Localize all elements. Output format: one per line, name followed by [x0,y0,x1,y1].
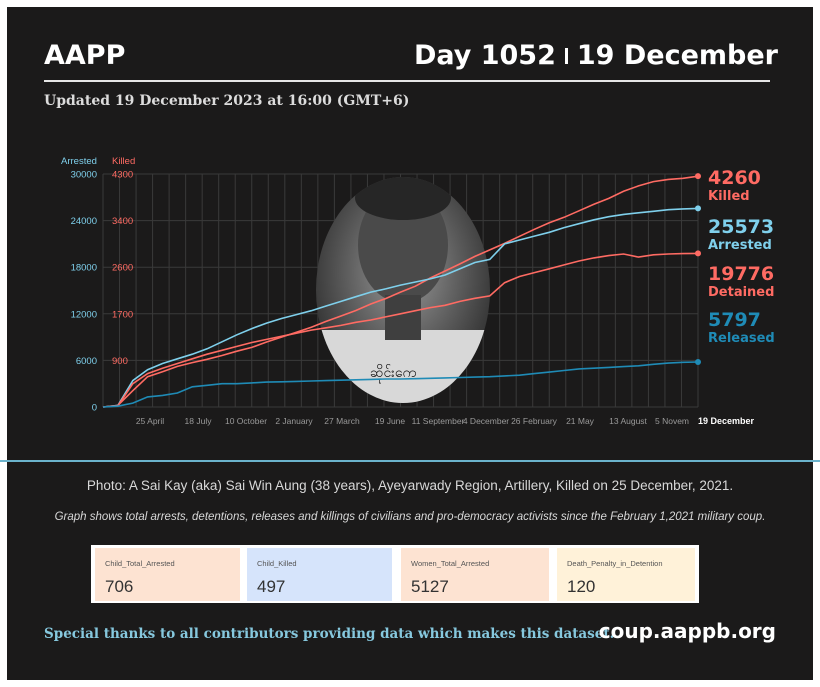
stat-card-child-killed: Child_Killed 497 [247,548,392,601]
left-axis-tick-label: 18000 [71,263,97,274]
org-title: AAPP [44,40,126,71]
x-axis-tick-label: 11 September [412,416,465,426]
series-end-value-released: 5797 [708,309,761,331]
right-axis-tick-label: 4300 [112,170,133,181]
series-end-name-released: Released [708,331,775,346]
series-endpoint-released [695,358,701,365]
x-axis-tick-label: 4 December [463,416,509,426]
stat-value: 706 [105,577,134,596]
day-count: Day 1052 [413,40,556,71]
x-axis-tick-label: 10 October [225,416,267,426]
series-endpoint-arrested [695,205,701,212]
header-divider [44,80,770,82]
victim-photo: ဆိုင်းကေ [316,177,490,403]
left-axis-title: Arrested [61,156,97,167]
thanks-note: Special thanks to all contributors provi… [44,626,615,642]
series-endpoint-detained [695,250,701,257]
day-title: Day 1052 19 December [414,40,778,71]
x-axis-tick-label: 26 February [511,416,558,426]
section-divider [0,460,820,462]
updated-timestamp: Updated 19 December 2023 at 16:00 (GMT+6… [44,93,410,109]
series-endpoint-killed [695,173,701,180]
series-end-name-arrested: Arrested [708,238,772,253]
stat-card-child-total-arrested: Child_Total_Arrested 706 [95,548,240,601]
right-axis-title: Killed [112,156,135,167]
x-axis-tick-label: 18 July [185,416,213,426]
series-line-released [102,361,699,408]
day-date: 19 December [576,40,778,71]
right-axis-tick-label: 1700 [112,309,133,320]
right-axis-tick-label: 3400 [112,216,133,227]
stat-value: 5127 [411,577,449,596]
series-end-value-detained: 19776 [708,263,774,285]
site-link[interactable]: coup.aappb.org [598,619,776,643]
chart-axes: Arrested Killed 30000 24000 18000 12000 6000 0 4… [61,156,755,426]
left-axis-tick-label: 12000 [71,309,97,320]
stats-cards: Child_Total_Arrested 706 Child_Killed 49… [91,545,699,603]
stat-value: 497 [257,577,286,596]
series-line-detained [102,252,699,408]
series-line-arrested [102,207,699,408]
stat-value: 120 [567,577,596,596]
stat-label: Child_Total_Arrested [105,559,175,568]
x-axis-tick-label: 13 August [609,416,647,426]
x-axis-tick-label: 2 January [275,416,313,426]
x-axis-tick-label: 19 June [375,416,406,426]
series-end-name-killed: Killed [708,189,750,204]
series-end-name-detained: Detained [708,285,774,300]
left-axis-tick-label: 0 [92,403,97,414]
x-axis-tick-label: 25 April [136,416,164,426]
left-axis-tick-label: 24000 [71,216,97,227]
line-chart: ဆိုင်းကေ Arrested Killed 30000 24000 18000 12… [61,156,775,426]
left-axis-tick-label: 6000 [76,356,97,367]
right-axis-tick-label: 2600 [112,263,133,274]
right-axis-tick-label: 900 [112,356,128,367]
stat-card-women-total-arrested: Women_Total_Arrested 5127 [401,548,549,601]
graph-note: Graph shows total arrests, detentions, r… [54,511,766,523]
left-axis-tick-label: 30000 [71,170,97,181]
x-axis-tick-label: 21 May [566,416,595,426]
stat-label: Women_Total_Arrested [411,559,490,568]
series-end-value-killed: 4260 [708,167,761,189]
x-axis-tick-label: 5 Novem [655,416,689,426]
stat-label: Death_Penalty_in_Detention [567,559,663,568]
x-axis-tick-label: 27 March [324,416,360,426]
series-line-killed [102,175,699,408]
chart-series [102,173,701,408]
stat-card-death-penalty: Death_Penalty_in_Detention 120 [557,548,695,601]
stat-label: Child_Killed [257,559,297,568]
photo-caption: Photo: A Sai Kay (aka) Sai Win Aung (38 … [86,478,734,493]
title-separator [564,47,568,64]
x-axis-tick-label: 19 December [698,416,755,426]
series-end-value-arrested: 25573 [708,216,774,238]
photo-overlay-text: ဆိုင်းကေ [370,365,416,383]
